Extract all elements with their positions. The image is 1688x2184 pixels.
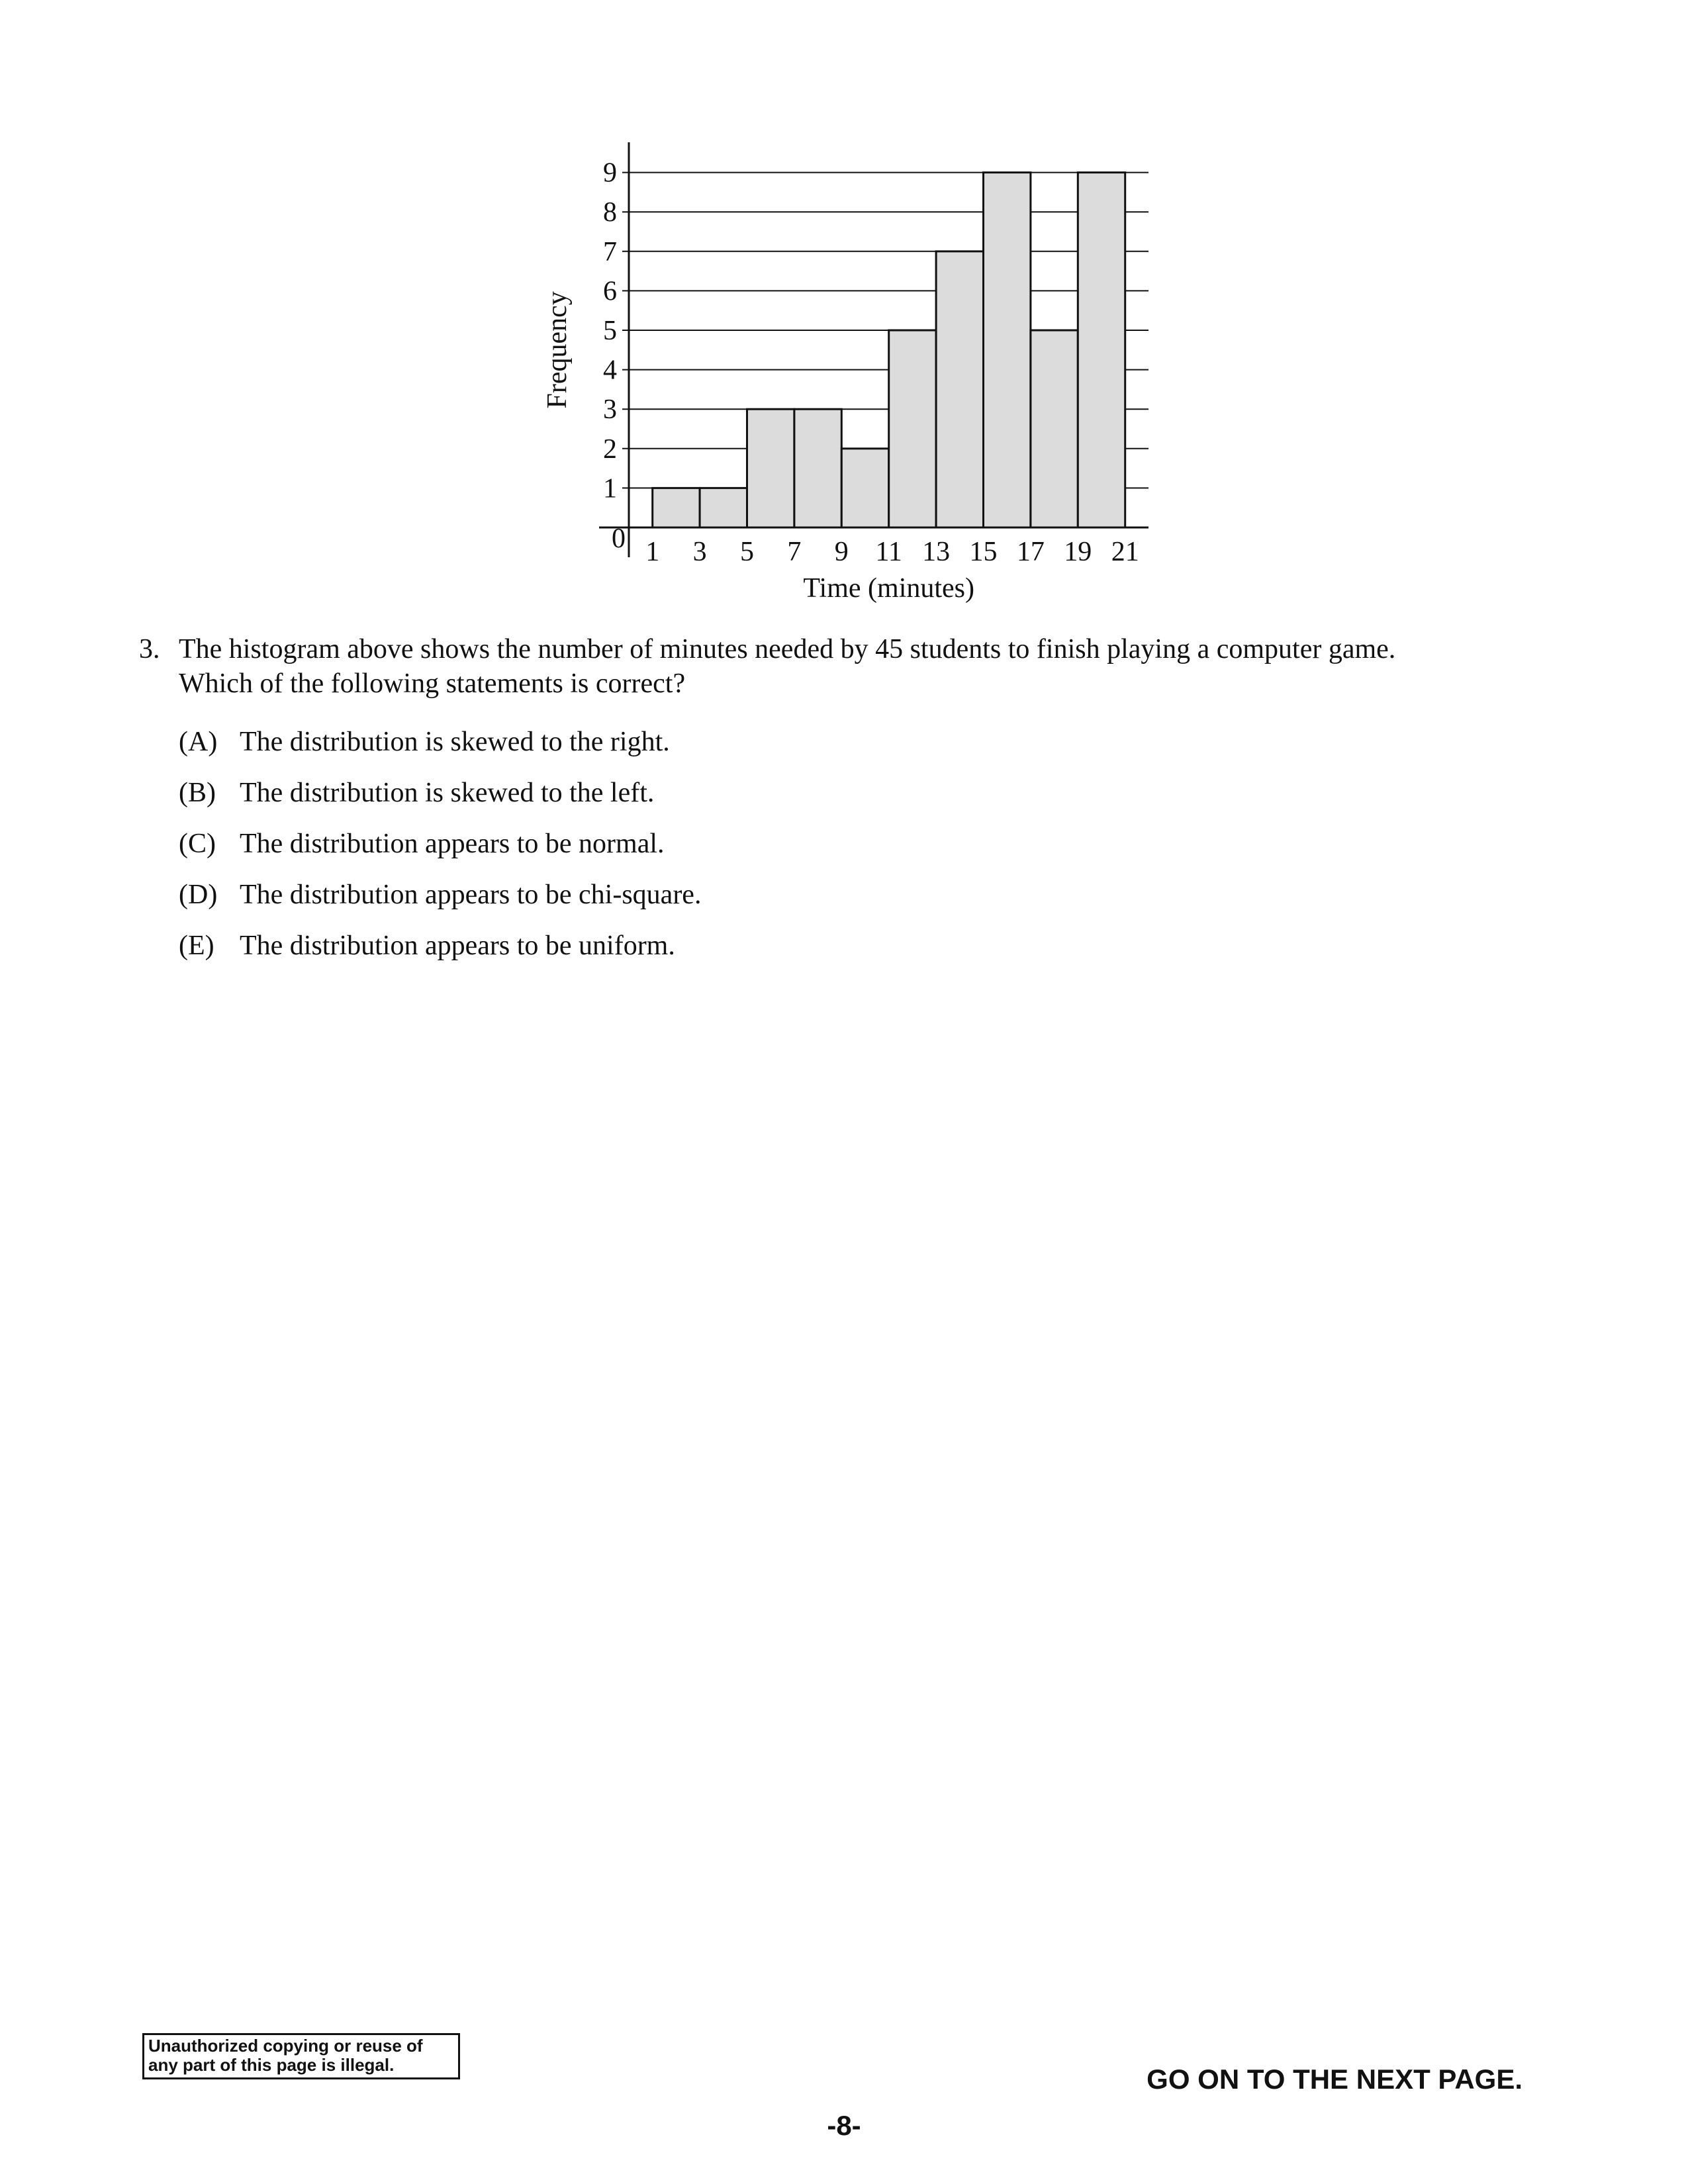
histogram-bar [651,486,701,529]
y-tick-label: 7 [603,237,617,267]
y-tick-label: 4 [603,355,617,386]
question-line-2: Which of the following statements is cor… [139,666,1562,701]
histogram-bar [1029,329,1079,529]
option-letter: (E) [179,931,214,961]
option-letter: (D) [179,880,218,910]
option-text: The distribution is skewed to the right. [240,727,670,757]
question-text-line-2: Which of the following statements is cor… [179,668,686,699]
question-3: 3. The histogram above shows the number … [139,632,1562,701]
option-text: The distribution is skewed to the left. [240,778,655,808]
histogram-bar [982,171,1032,529]
y-tick-label: 6 [603,276,617,306]
answer-option-c[interactable]: (C) The distribution appears to be norma… [179,827,701,861]
option-letter: (C) [179,829,216,859]
x-tick-label: 21 [1111,537,1139,567]
histogram-bar [746,408,796,529]
x-tick-label: 11 [875,537,902,567]
copyright-notice-line-1: Unauthorized copying or reuse of [148,2036,423,2056]
x-tick-label: 1 [645,537,659,567]
histogram-bar [793,408,843,529]
x-tick-label: 17 [1017,537,1045,567]
question-line-1: 3. The histogram above shows the number … [139,632,1562,666]
y-tick-label: 0 [612,523,626,554]
x-tick-label: 9 [835,537,849,567]
x-tick-label: 3 [693,537,707,567]
x-tick-label: 15 [970,537,998,567]
option-text: The distribution appears to be normal. [240,829,665,859]
y-tick-label: 5 [603,316,617,346]
copyright-notice: Unauthorized copying or reuse of any par… [142,2033,460,2079]
answer-options: (A) The distribution is skewed to the ri… [179,725,701,979]
option-text: The distribution appears to be chi-squar… [240,880,702,910]
question-number: 3. [139,634,160,664]
option-text: The distribution appears to be uniform. [240,931,675,961]
page-number: -8- [827,2110,861,2141]
histogram-bar [888,329,937,529]
x-axis-title: Time (minutes) [803,573,974,604]
y-tick-label: 3 [603,394,617,425]
y-tick-label: 1 [603,473,617,504]
answer-option-a[interactable]: (A) The distribution is skewed to the ri… [179,725,701,759]
x-tick-label: 5 [740,537,754,567]
histogram-bar [1076,171,1127,529]
histogram-bar [840,447,890,529]
answer-option-d[interactable]: (D) The distribution appears to be chi-s… [179,878,701,912]
histogram-bar [698,486,748,529]
y-axis-title: Frequency [542,291,573,408]
answer-option-e[interactable]: (E) The distribution appears to be unifo… [179,929,701,963]
y-tick-label: 9 [603,158,617,189]
go-to-next-page-text: GO ON TO THE NEXT PAGE. [1147,2064,1523,2095]
answer-option-b[interactable]: (B) The distribution is skewed to the le… [179,776,701,810]
y-tick-label: 2 [603,434,617,465]
question-text-line-1: The histogram above shows the number of … [179,634,1396,664]
option-letter: (B) [179,778,216,808]
y-tick-label: 8 [603,197,617,228]
x-tick-label: 7 [787,537,801,567]
histogram-bar [935,250,984,529]
copyright-notice-line-2: any part of this page is illegal. [148,2055,395,2075]
x-tick-label: 19 [1064,537,1092,567]
option-letter: (A) [179,727,218,757]
x-tick-label: 13 [922,537,950,567]
